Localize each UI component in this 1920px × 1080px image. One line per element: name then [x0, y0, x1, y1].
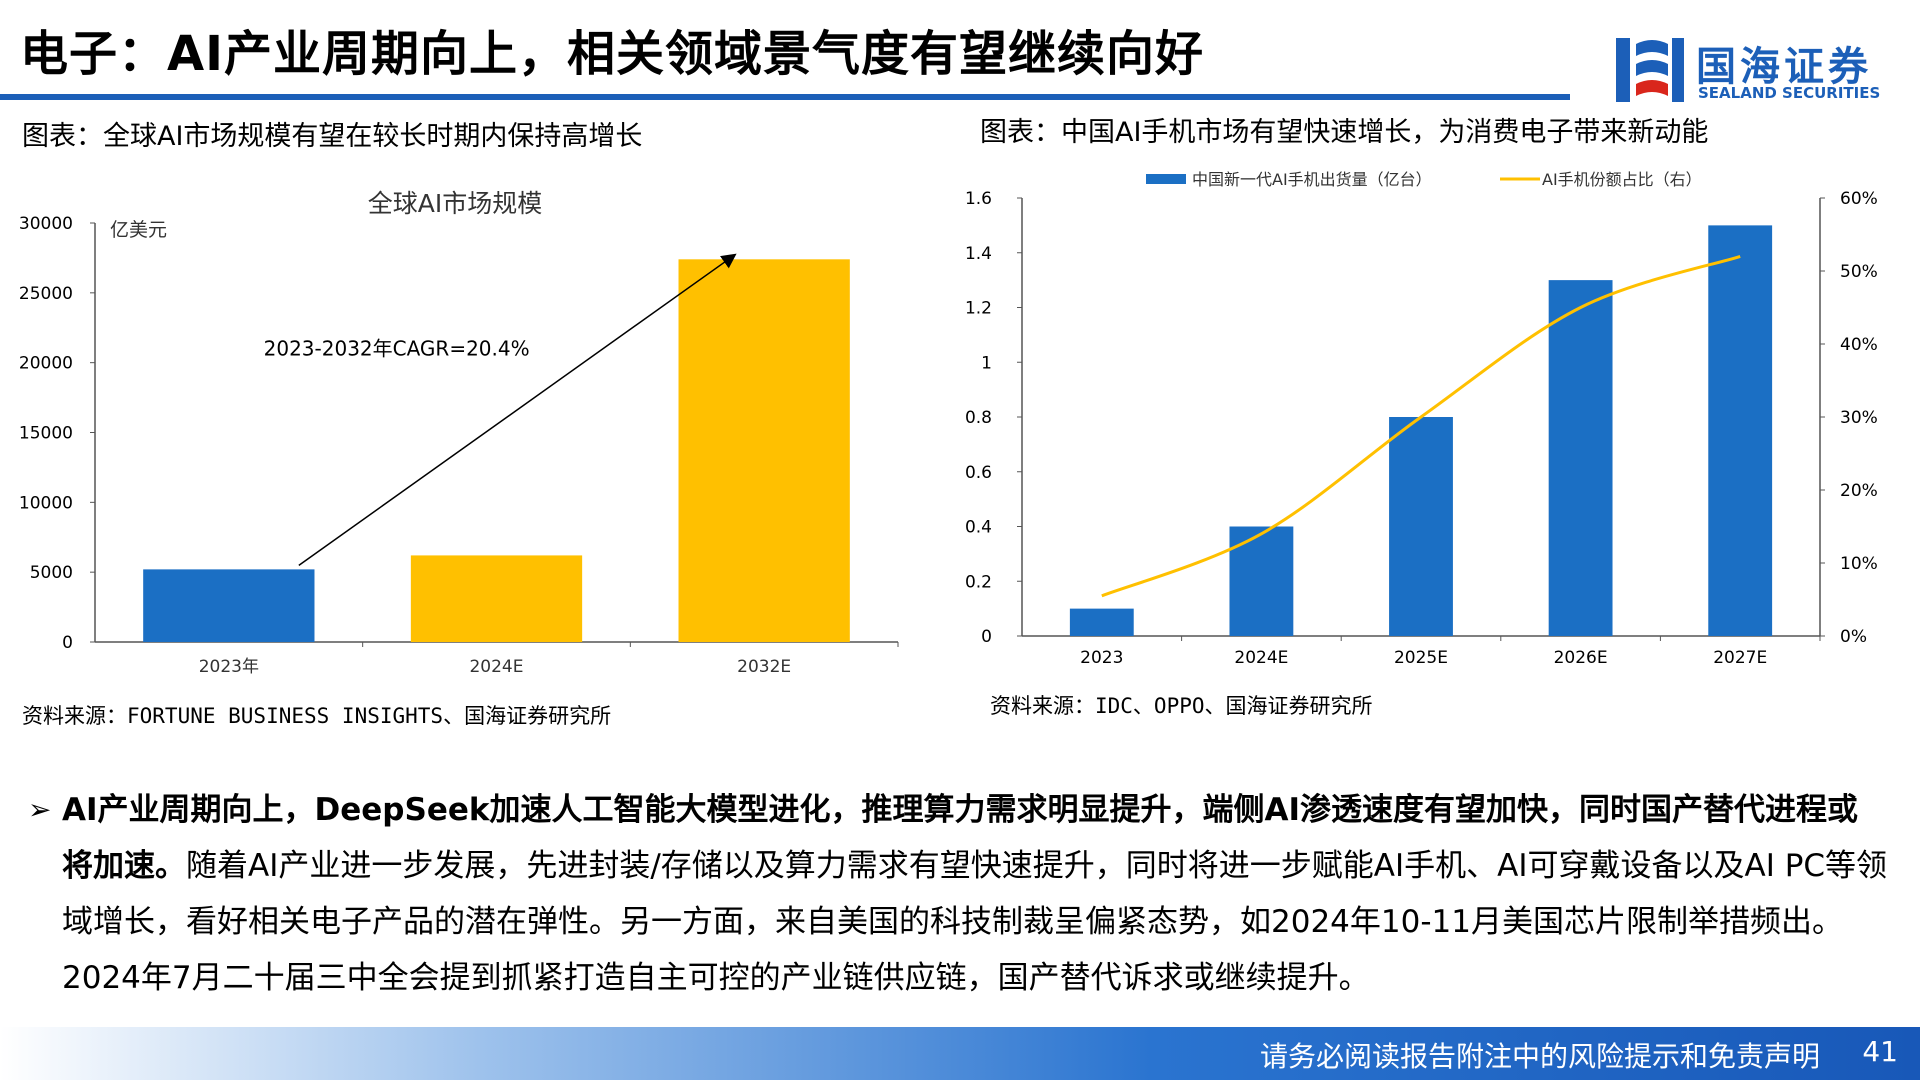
right-chart-left-tick-label: 0.6 [965, 463, 992, 483]
right-chart-left-tick-label: 0.2 [965, 572, 992, 592]
ai-phone-shipment-bar [1548, 280, 1613, 636]
left-chart-ytick-label: 20000 [19, 354, 73, 374]
logo-name-en: SEALAND SECURITIES [1698, 84, 1881, 102]
left-chart-title: 全球AI市场规模 [368, 189, 542, 218]
logo-name-cn: 国海证券 [1696, 44, 1872, 90]
left-chart-xtick-label: 2024E [469, 657, 523, 677]
right-chart-left-tick-label: 1.6 [965, 189, 992, 209]
right-chart-right-tick-label: 40% [1840, 335, 1878, 355]
right-chart-right-tick-label: 20% [1840, 481, 1878, 501]
legend-bar-swatch [1146, 174, 1186, 184]
right-chart-right-tick-label: 50% [1840, 262, 1878, 282]
page-number: 41 [1862, 1035, 1898, 1068]
right-chart-right-tick-label: 30% [1840, 408, 1878, 428]
ai-phone-shipment-bar [1708, 225, 1773, 636]
left-chart-ylabel: 亿美元 [110, 219, 167, 241]
left-chart-ytick-label: 25000 [19, 284, 73, 304]
footer-bar: 请务必阅读报告附注中的风险提示和免责声明 41 [0, 1027, 1920, 1080]
right-chart-xtick-label: 2026E [1554, 648, 1608, 668]
right-chart-right-tick-label: 10% [1840, 554, 1878, 574]
left-chart-caption: 图表：全球AI市场规模有望在较长时期内保持高增长 [22, 121, 643, 152]
left-chart-bar [678, 259, 850, 642]
legend-bar-label: 中国新一代AI手机出货量（亿台） [1192, 170, 1432, 189]
summary-bold-text: AI产业周期向上，DeepSeek加速人工智能大模型进化，推理算力需求明显提升，… [62, 792, 1859, 884]
sealand-logo: 国海证券 SEALAND SECURITIES [1612, 34, 1880, 106]
title-divider [0, 94, 1570, 100]
left-chart-bar [143, 569, 315, 642]
right-chart-xtick-label: 2023 [1080, 648, 1123, 668]
global-ai-market-chart: 全球AI市场规模 亿美元 0 5000 10000 15000 20000 25000 30… [19, 189, 899, 677]
left-chart-ytick-label: 30000 [19, 214, 73, 234]
right-chart-left-tick-label: 0.4 [965, 518, 992, 538]
summary-normal-text: 随着AI产业进一步发展，先进封装/存储以及算力需求有望快速提升，同时将进一步赋能… [62, 848, 1888, 996]
right-chart-right-tick-label: 0% [1840, 627, 1867, 647]
left-chart-ytick-label: 10000 [19, 493, 73, 513]
right-chart-xtick-label: 2025E [1394, 648, 1448, 668]
sealand-logo-icon [1616, 38, 1684, 102]
right-chart-left-tick-label: 0.8 [965, 408, 992, 428]
right-chart-xtick-label: 2027E [1713, 648, 1767, 668]
right-chart-right-tick-label: 60% [1840, 189, 1878, 209]
disclaimer-text: 请务必阅读报告附注中的风险提示和免责声明 [1259, 1040, 1820, 1073]
china-ai-phone-chart: 中国新一代AI手机出货量（亿台） AI手机份额占比（右） 0 0.2 0.4 0.6 0.… [965, 170, 1878, 668]
right-chart-left-tick-label: 0 [981, 627, 992, 647]
right-chart-left-tick-label: 1 [981, 353, 992, 373]
right-chart-caption: 图表：中国AI手机市场有望快速增长，为消费电子带来新动能 [980, 117, 1709, 148]
left-chart-ytick-label: 15000 [19, 424, 73, 444]
left-chart-xtick-label: 2023年 [199, 657, 259, 677]
right-chart-xtick-label: 2024E [1234, 648, 1288, 668]
right-chart-left-tick-label: 1.2 [965, 299, 992, 319]
slide-title: 电子：AI产业周期向上，相关领域景气度有望继续向好 [20, 26, 1205, 82]
left-chart-ytick-label: 0 [62, 633, 73, 653]
ai-phone-shipment-bar [1229, 526, 1294, 636]
ai-phone-share-line [1101, 254, 1741, 598]
bullet-arrow-icon: ➢ [28, 793, 52, 826]
right-chart-left-tick-label: 1.4 [965, 244, 992, 264]
ai-phone-shipment-bar [1389, 417, 1453, 636]
right-chart-source: 资料来源：IDC、OPPO、国海证券研究所 [990, 694, 1373, 718]
left-chart-ytick-label: 5000 [30, 563, 73, 583]
summary-paragraph: ➢ AI产业周期向上，DeepSeek加速人工智能大模型进化，推理算力需求明显提… [28, 782, 1888, 1006]
left-chart-xtick-label: 2032E [737, 657, 791, 677]
left-chart-source: 资料来源：FORTUNE BUSINESS INSIGHTS、国海证券研究所 [22, 704, 612, 728]
cagr-annotation: 2023-2032年CAGR=20.4% [264, 336, 530, 360]
left-chart-bar [410, 555, 583, 642]
cagr-arrow [298, 253, 737, 566]
ai-phone-shipment-bar [1069, 608, 1134, 636]
legend-line-label: AI手机份额占比（右） [1542, 170, 1702, 189]
